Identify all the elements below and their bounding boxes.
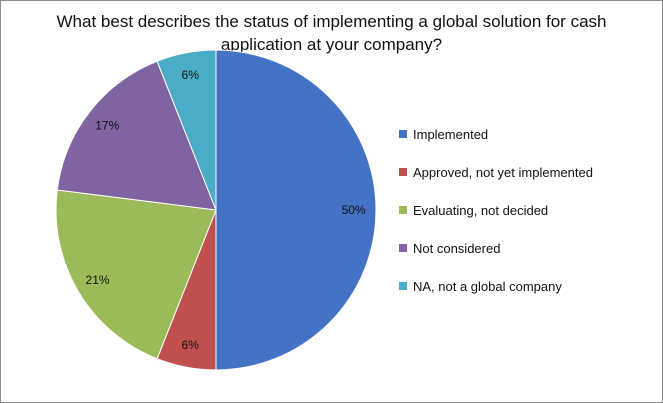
slice-value-label-3: 17%	[95, 119, 119, 133]
legend-item-3: Not considered	[399, 238, 500, 258]
pie-slice-2	[55, 189, 217, 360]
legend-item-2: Evaluating, not decided	[399, 200, 548, 220]
legend-label: NA, not a global company	[413, 278, 562, 294]
pie-slice-0	[215, 49, 377, 371]
slice-value-label-4: 6%	[182, 68, 200, 82]
slice-value-label-1: 6%	[182, 338, 200, 352]
pie-slice-4	[156, 49, 217, 211]
slice-value-label-0: 50%	[342, 203, 366, 217]
legend-swatch	[399, 168, 407, 176]
legend-item-1: Approved, not yet implemented	[399, 162, 593, 182]
legend-item-0: Implemented	[399, 124, 488, 144]
legend-swatch	[399, 206, 407, 214]
slice-value-label-2: 21%	[86, 273, 110, 287]
legend-label: Approved, not yet implemented	[413, 164, 593, 180]
pie-slice-3	[56, 60, 217, 211]
chart-title: What best describes the status of implem…	[56, 12, 607, 54]
legend-swatch	[399, 244, 407, 252]
legend-label: Implemented	[413, 126, 489, 142]
legend-swatch	[399, 282, 407, 290]
legend-label: Evaluating, not decided	[413, 202, 549, 218]
legend-swatch	[399, 130, 407, 138]
legend-label: Not considered	[413, 240, 501, 256]
legend-item-4: NA, not a global company	[399, 276, 562, 296]
